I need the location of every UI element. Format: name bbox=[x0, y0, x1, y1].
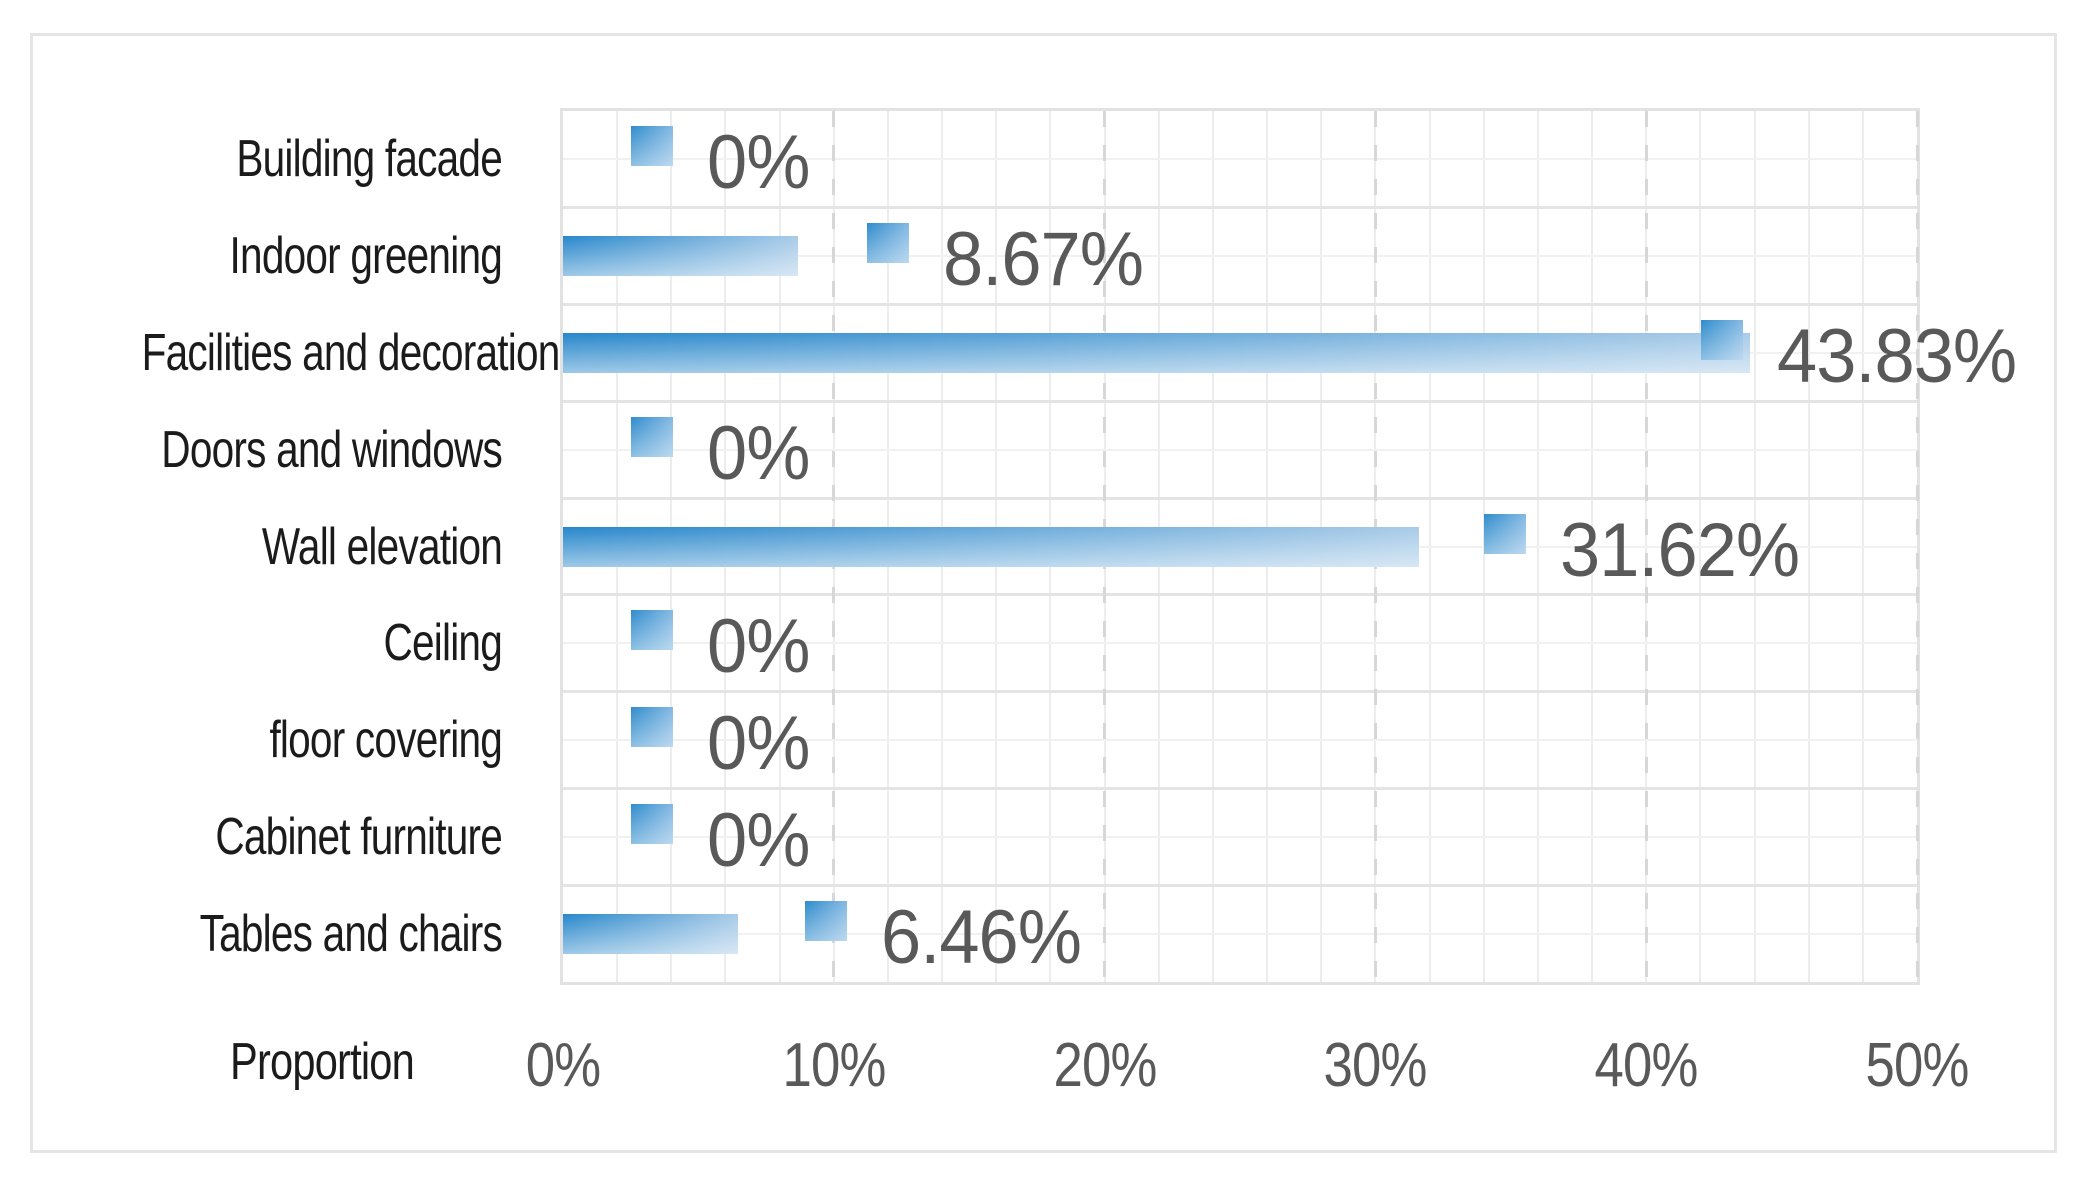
data-label: 0% bbox=[707, 797, 810, 883]
gridline-band-separator bbox=[563, 883, 1917, 887]
category-label: Facilities and decoration bbox=[141, 323, 561, 382]
gridline-band-separator bbox=[563, 690, 1917, 694]
gridline-minor-horizontal bbox=[563, 642, 1917, 645]
marker-square bbox=[631, 126, 674, 167]
x-tick-label: 30% bbox=[1323, 1031, 1428, 1100]
data-label: 8.67% bbox=[942, 217, 1144, 303]
x-axis-title: Proportion bbox=[230, 1033, 415, 1091]
gridline-minor-horizontal bbox=[563, 158, 1917, 161]
bar bbox=[563, 332, 1750, 373]
data-label: 0% bbox=[707, 410, 810, 496]
data-label: 6.46% bbox=[880, 894, 1082, 980]
gridline-band-separator bbox=[563, 496, 1917, 500]
marker-square bbox=[1484, 513, 1527, 554]
marker-square bbox=[631, 707, 674, 748]
gridline-major-vertical bbox=[1644, 111, 1648, 982]
x-tick-label: 0% bbox=[525, 1031, 601, 1100]
category-label: Building facade bbox=[236, 130, 502, 189]
data-label: 0% bbox=[707, 701, 810, 787]
x-tick-label: 20% bbox=[1053, 1031, 1157, 1100]
data-label: 31.62% bbox=[1560, 507, 1800, 593]
data-label: 43.83% bbox=[1777, 313, 2017, 399]
gridline-band-separator bbox=[563, 593, 1917, 597]
category-label: Ceiling bbox=[383, 614, 502, 673]
marker-square bbox=[631, 803, 674, 844]
category-label: Indoor greening bbox=[229, 227, 503, 286]
marker-square bbox=[1701, 319, 1744, 360]
marker-square bbox=[804, 900, 847, 941]
gridline-band-separator bbox=[563, 303, 1917, 307]
gridline-minor-horizontal bbox=[563, 739, 1917, 742]
gridline-minor-horizontal bbox=[563, 835, 1917, 838]
gridline-band-separator bbox=[563, 206, 1917, 210]
category-label: Wall elevation bbox=[261, 517, 503, 576]
bar bbox=[563, 526, 1420, 567]
gridline-band-separator bbox=[563, 399, 1917, 403]
category-label: Cabinet furniture bbox=[215, 807, 502, 866]
gridline-band-separator bbox=[563, 786, 1917, 790]
category-label: Doors and windows bbox=[161, 420, 502, 479]
bar bbox=[563, 913, 738, 954]
gridline-minor-horizontal bbox=[563, 255, 1917, 258]
marker-square bbox=[631, 610, 674, 651]
data-label: 0% bbox=[707, 120, 810, 206]
bar bbox=[563, 236, 798, 277]
marker-square bbox=[631, 416, 674, 457]
x-tick-label: 50% bbox=[1865, 1031, 1970, 1100]
category-label: floor covering bbox=[269, 711, 502, 770]
gridline-minor-horizontal bbox=[563, 932, 1917, 935]
marker-square bbox=[866, 223, 909, 264]
category-label: Tables and chairs bbox=[199, 904, 503, 963]
x-tick-label: 10% bbox=[782, 1031, 886, 1100]
chart-outer-border bbox=[30, 33, 2057, 1153]
gridline-major-vertical bbox=[1915, 111, 1919, 982]
gridline-minor-horizontal bbox=[563, 448, 1917, 451]
plot-area: 0% 8.67% 43.83% 0% 31.62% 0% 0% 0% 6.46% bbox=[560, 108, 2017, 985]
x-tick-label: 40% bbox=[1594, 1031, 1699, 1100]
data-label: 0% bbox=[707, 604, 810, 690]
